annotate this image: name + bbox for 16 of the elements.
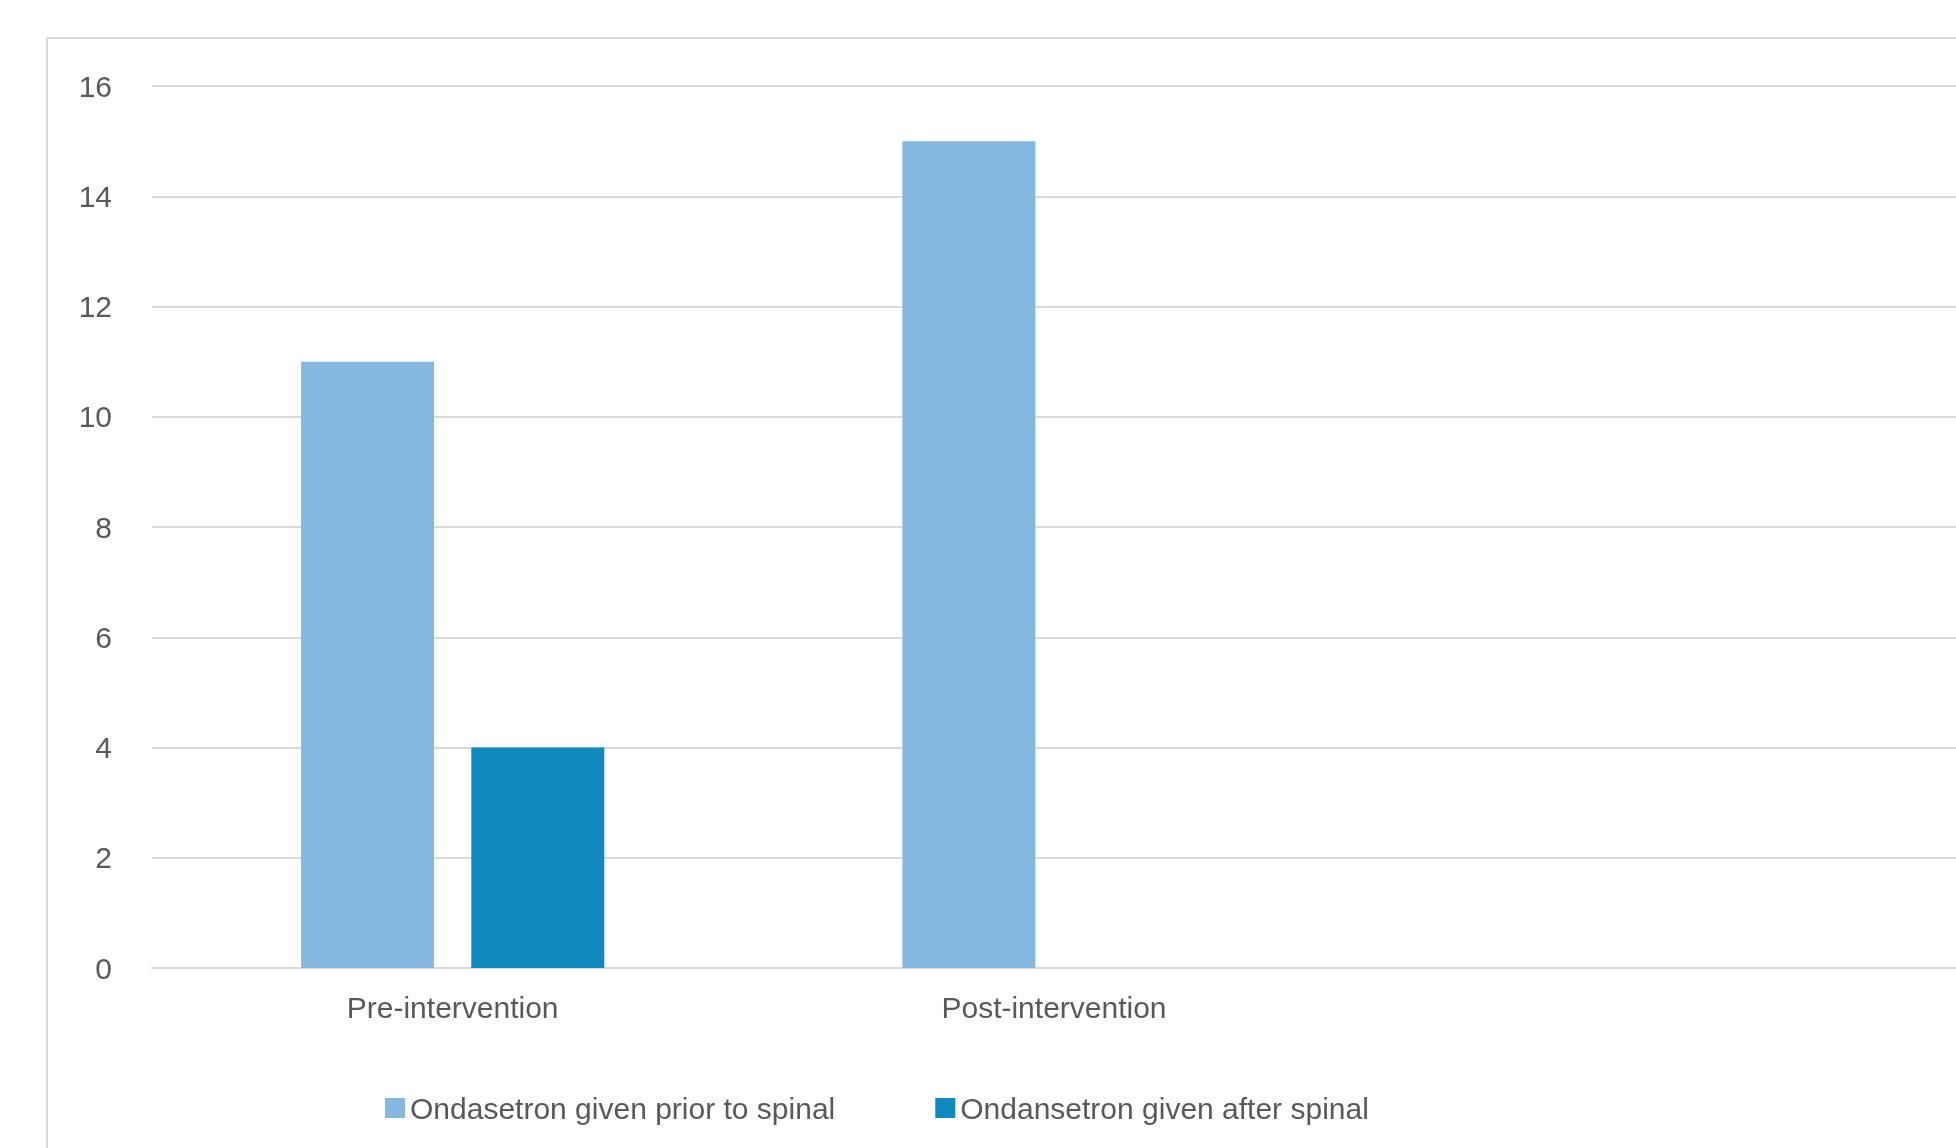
bar (301, 361, 435, 968)
x-tick-label: Pre-intervention (346, 990, 559, 1024)
legend-label: Ondasetron given prior to spinal (410, 1091, 836, 1125)
bar (902, 141, 1036, 968)
bar (471, 747, 605, 968)
y-tick-label: 4 (95, 731, 112, 764)
x-tick-label: Post-intervention (941, 990, 1167, 1024)
y-tick-label: 6 (95, 620, 112, 654)
y-tick-label: 2 (95, 841, 112, 875)
y-tick-label: 0 (95, 951, 112, 985)
y-tick-label: 14 (78, 179, 112, 213)
y-tick-label: 10 (78, 400, 112, 434)
y-tick-label: 8 (95, 510, 112, 544)
legend-label: Ondansetron given after spinal (960, 1091, 1369, 1125)
y-tick-label: 12 (78, 290, 112, 323)
y-tick-label: 16 (78, 69, 112, 103)
